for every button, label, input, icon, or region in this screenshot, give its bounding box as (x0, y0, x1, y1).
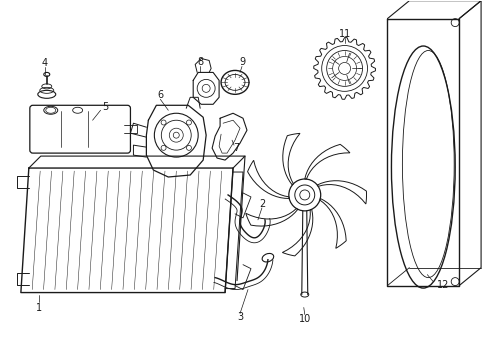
Text: 3: 3 (237, 312, 243, 323)
Text: 6: 6 (157, 90, 163, 100)
Text: 8: 8 (197, 58, 203, 67)
Text: 4: 4 (42, 58, 48, 68)
Text: 7: 7 (233, 143, 239, 153)
Text: 9: 9 (239, 58, 245, 67)
Text: 12: 12 (437, 280, 449, 289)
Text: 5: 5 (102, 102, 109, 112)
Text: 2: 2 (259, 199, 265, 209)
Text: 1: 1 (36, 302, 42, 312)
Text: 10: 10 (298, 314, 311, 324)
Text: 11: 11 (339, 28, 351, 39)
